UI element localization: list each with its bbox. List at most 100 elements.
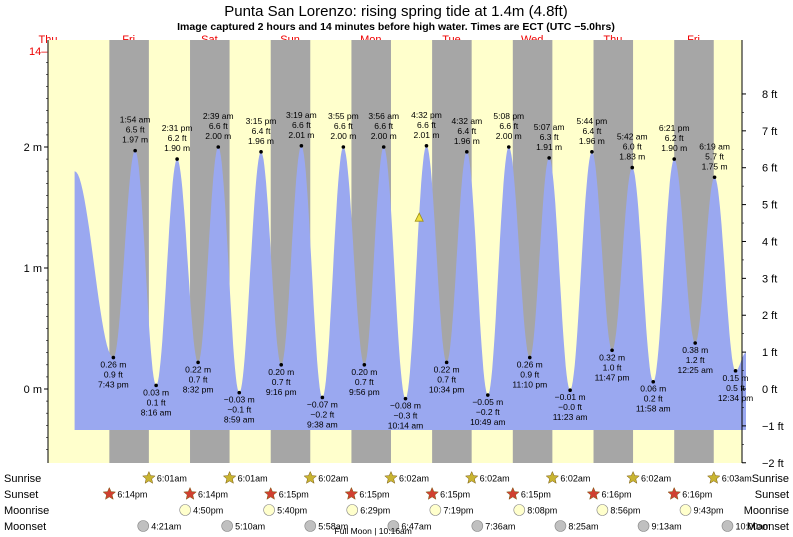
tide-point <box>547 156 551 160</box>
left-tick-label: 0 m <box>24 384 42 396</box>
right-tick-label: 2 ft <box>762 310 777 322</box>
right-tick-label: 3 ft <box>762 273 777 285</box>
sunrise-row-label-left: Sunrise <box>4 473 41 485</box>
sunset-star-icon <box>344 486 359 500</box>
tide-point <box>610 348 614 353</box>
moonset-time: 7:36am <box>485 522 515 532</box>
tide-height-m: −0.08 m <box>390 401 421 411</box>
tide-height-m: 0.22 m <box>185 364 211 374</box>
sunset-star-icon <box>505 486 520 500</box>
tide-point <box>154 383 158 388</box>
left-tick-label: 1 m <box>24 263 42 275</box>
tide-point <box>237 390 242 395</box>
tide-point <box>341 145 346 149</box>
tide-height-m: 2.01 m <box>413 130 439 140</box>
moonrise-time: 9:43pm <box>694 506 724 516</box>
tide-height-m: 1.97 m <box>122 135 148 145</box>
tide-point <box>568 388 572 393</box>
tide-height-ft: 0.1 ft <box>147 397 167 407</box>
moonset-moon-icon <box>304 520 317 532</box>
tide-height-m: 0.06 m <box>640 384 666 394</box>
moonset-time: 8:25am <box>568 522 598 532</box>
tide-time: 5:44 pm <box>577 116 608 126</box>
moonset-time: 10:00am <box>735 522 770 532</box>
sunset-star-icon <box>102 486 117 500</box>
right-tick-label: −1 ft <box>762 421 784 433</box>
tide-time: 3:56 am <box>368 111 399 121</box>
tide-height-m: 2.00 m <box>330 131 356 141</box>
moonset-row-label-left: Moonset <box>4 521 46 533</box>
tide-height-m: −0.05 m <box>472 397 503 407</box>
tide-height-m: 1.83 m <box>619 152 645 162</box>
tide-point <box>712 175 717 180</box>
sunset-time: 6:15pm <box>440 490 470 500</box>
tide-height-ft: −0.0 ft <box>558 402 583 412</box>
tide-height-m: 2.00 m <box>205 131 231 141</box>
sunrise-star-icon <box>142 470 156 484</box>
moonrise-moon-icon <box>429 504 442 516</box>
sunset-time: 6:16pm <box>602 490 632 500</box>
moonset-moon-icon <box>471 520 484 532</box>
tide-height-m: 1.96 m <box>454 136 480 146</box>
sunrise-time: 6:03am <box>722 474 752 484</box>
sunrise-star-icon <box>222 470 237 484</box>
tide-height-ft: 0.7 ft <box>355 377 375 387</box>
tide-area <box>74 145 747 431</box>
tide-point <box>465 150 469 154</box>
tide-height-ft: 5.7 ft <box>705 151 725 161</box>
tide-time: 2:39 am <box>203 111 234 121</box>
tide-height-ft: 6.2 ft <box>168 133 188 143</box>
tide-point <box>111 355 116 360</box>
sunset-star-icon <box>183 486 197 500</box>
tide-height-ft: 6.4 ft <box>582 126 602 136</box>
tide-height-ft: 0.7 ft <box>189 374 209 384</box>
tide-point <box>216 145 221 149</box>
sunset-star-icon <box>263 486 278 500</box>
tide-point <box>527 355 532 360</box>
moonrise-moon-icon <box>513 504 526 516</box>
tide-time: 11:58 am <box>636 404 671 414</box>
sunrise-time: 6:02am <box>560 474 590 484</box>
moonrise-time: 7:19pm <box>443 506 473 516</box>
tide-point <box>133 148 137 153</box>
sunrise-time: 6:02am <box>318 474 348 484</box>
tide-time: 4:32 am <box>451 116 482 126</box>
moonset-moon-icon <box>554 520 567 532</box>
sunset-time: 6:14pm <box>198 490 228 500</box>
tide-height-ft: 6.5 ft <box>126 125 146 135</box>
tide-time: 8:32 pm <box>183 384 214 394</box>
tide-height-ft: 6.3 ft <box>540 132 560 142</box>
sunrise-star-icon <box>545 470 560 484</box>
tide-time: 5:07 am <box>534 122 565 132</box>
moonrise-time: 8:08pm <box>527 506 557 516</box>
moonset-moon-icon <box>721 520 734 532</box>
tide-time: 2:31 pm <box>162 123 193 133</box>
moonrise-time: 4:50pm <box>193 506 223 516</box>
right-tick-label: −2 ft <box>762 458 784 470</box>
tide-point <box>651 379 656 384</box>
moonrise-moon-icon <box>679 504 692 516</box>
tide-height-ft: 6.6 ft <box>374 121 394 131</box>
sunrise-star-icon <box>464 470 479 484</box>
tide-height-m: 0.15 m <box>723 373 749 383</box>
tide-time: 7:43 pm <box>98 380 129 390</box>
tide-height-ft: 6.6 ft <box>292 120 312 130</box>
tide-height-m: 0.22 m <box>434 364 460 374</box>
tide-height-ft: −0.3 ft <box>394 411 419 421</box>
moonrise-moon-icon <box>596 504 609 516</box>
tide-height-ft: 1.0 ft <box>603 362 623 372</box>
tide-time: 8:16 am <box>141 407 172 417</box>
moonset-moon-icon <box>137 520 150 532</box>
tide-height-m: 0.38 m <box>682 345 708 355</box>
sunrise-row-label-right: Sunrise <box>752 473 789 485</box>
tide-height-m: 0.32 m <box>599 352 625 362</box>
sunset-star-icon <box>667 486 682 500</box>
sunset-row-label-left: Sunset <box>4 489 38 501</box>
right-tick-label: 5 ft <box>762 200 777 212</box>
tide-time: 6:21 pm <box>659 123 690 133</box>
tide-time: 8:59 am <box>224 415 255 425</box>
tide-time: 9:56 pm <box>349 387 380 397</box>
moonset-time: 6:47am <box>401 522 431 532</box>
tide-time: 5:08 pm <box>493 111 524 121</box>
tide-height-ft: −0.2 ft <box>310 409 335 419</box>
